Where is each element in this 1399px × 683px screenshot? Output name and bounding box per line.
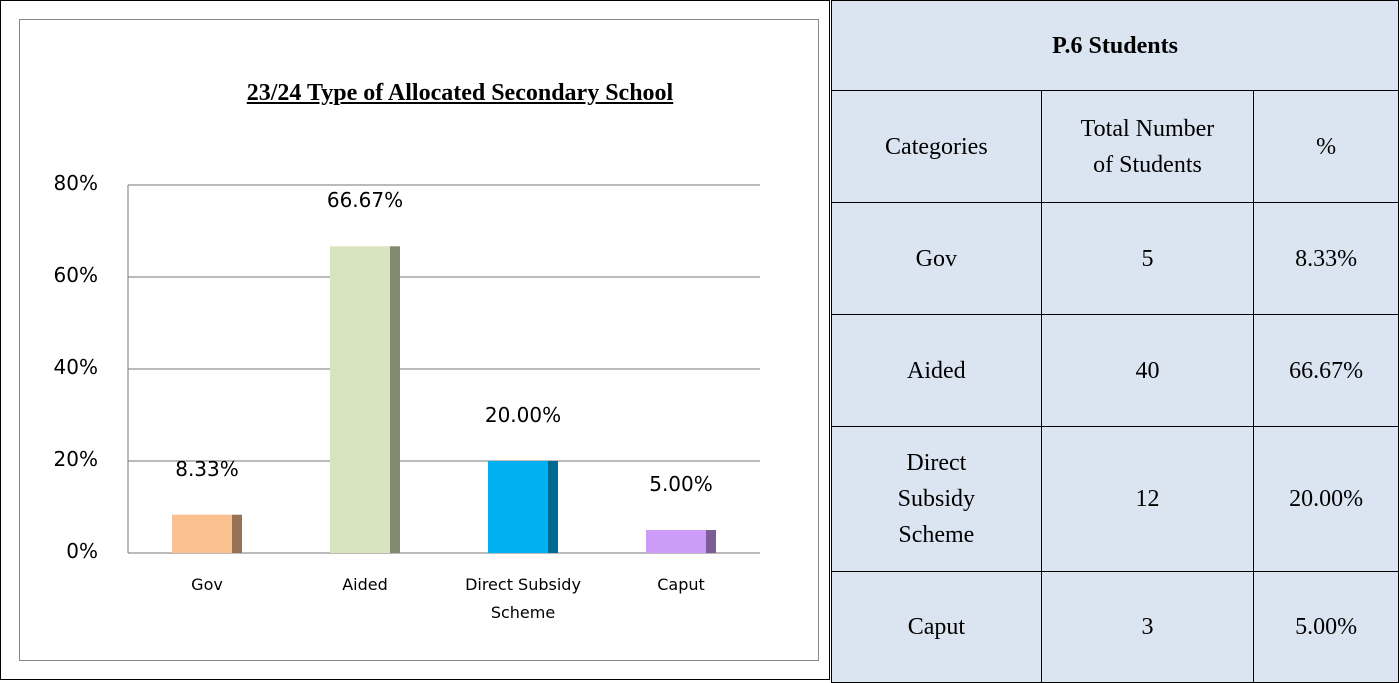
table-cell: 3: [1040, 571, 1255, 683]
bar-side: [232, 514, 242, 553]
table-body: P.6 Students Categories Total Number of S…: [831, 0, 1399, 683]
data-row: Aided 40 66.67%: [831, 314, 1399, 427]
x-tick-label: Gov: [191, 575, 223, 594]
data-row: Gov 5 8.33%: [831, 202, 1399, 315]
table-title: P.6 Students: [831, 0, 1399, 91]
chart: 23/24 Type of Allocated Secondary School…: [19, 19, 819, 661]
table-cell: 5.00%: [1253, 571, 1399, 683]
bar: [646, 530, 716, 553]
table-cell: Caput: [831, 571, 1042, 683]
y-tick-label: 0%: [66, 539, 98, 563]
x-tick-label: Direct Subsidy Scheme: [465, 575, 581, 622]
table-cell: 5: [1040, 202, 1255, 315]
data-label: 5.00%: [649, 472, 713, 496]
data-row: Caput 3 5.00%: [831, 571, 1399, 683]
table-cell: 12: [1040, 426, 1255, 572]
table-cell: Aided: [831, 314, 1042, 427]
table-cell: 8.33%: [1253, 202, 1399, 315]
table-cell: Categories: [831, 90, 1042, 203]
data-label: 20.00%: [484, 403, 562, 427]
title-row: P.6 Students: [831, 0, 1399, 91]
data-label: 66.67%: [326, 188, 404, 213]
bar-front: [330, 246, 390, 553]
table-cell: 40: [1040, 314, 1255, 427]
y-tick-label: 20%: [53, 447, 98, 471]
y-tick-label: 60%: [53, 263, 98, 287]
table-cell: 66.67%: [1253, 314, 1399, 427]
data-label: 8.33%: [175, 456, 239, 481]
table-cell: Direct Subsidy Scheme: [831, 426, 1042, 572]
bar-front: [488, 461, 548, 553]
table: P.6 Students Categories Total Number of S…: [831, 0, 1399, 683]
x-tick-label: Aided: [342, 575, 388, 594]
y-tick-label: 40%: [53, 355, 98, 379]
bar: [488, 461, 558, 553]
bar: [330, 246, 400, 553]
table-cell: Gov: [831, 202, 1042, 315]
header-row: Categories Total Number of Students%: [831, 90, 1399, 203]
bar: [172, 514, 242, 553]
bar-front: [172, 514, 232, 553]
table-cell: 20.00%: [1253, 426, 1399, 572]
bar-side: [548, 461, 558, 553]
table-cell: Total Number of Students: [1040, 90, 1255, 203]
chart-plot: [127, 184, 760, 554]
bar-side: [390, 246, 400, 553]
chart-cell: 23/24 Type of Allocated Secondary School…: [0, 0, 830, 680]
bar-front: [646, 530, 706, 553]
data-row: Direct Subsidy Scheme 12 20.00%: [831, 426, 1399, 572]
x-tick-label: Caput: [657, 575, 705, 594]
chart-title: 23/24 Type of Allocated Secondary School: [246, 80, 674, 106]
y-tick-label: 80%: [53, 171, 98, 195]
bar-side: [706, 530, 716, 553]
table-cell: %: [1253, 90, 1399, 203]
